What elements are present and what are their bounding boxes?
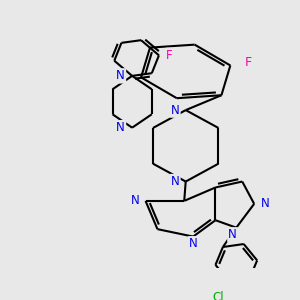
Text: F: F bbox=[166, 49, 173, 62]
Text: N: N bbox=[171, 175, 179, 188]
Text: N: N bbox=[189, 237, 197, 250]
Text: F: F bbox=[244, 56, 252, 69]
Text: N: N bbox=[228, 228, 237, 241]
Text: N: N bbox=[260, 197, 269, 210]
Text: Cl: Cl bbox=[213, 291, 224, 300]
Text: N: N bbox=[171, 103, 179, 117]
Text: N: N bbox=[116, 121, 125, 134]
Text: N: N bbox=[130, 194, 139, 207]
Text: N: N bbox=[116, 69, 125, 82]
